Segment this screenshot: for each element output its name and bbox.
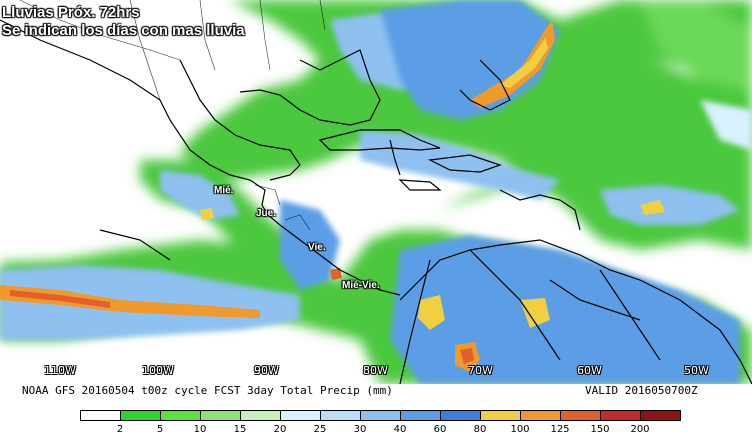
legend-tick-label: 20: [273, 424, 287, 435]
legend-swatch: [120, 410, 161, 421]
lon-label-50w: 50W: [684, 364, 709, 377]
legend-tick-label: 15: [233, 424, 247, 435]
legend-tick-label: 30: [353, 424, 367, 435]
legend-swatch: [520, 410, 561, 421]
legend-swatch: [320, 410, 361, 421]
lon-label-60w: 60W: [577, 364, 602, 377]
legend-swatch: [200, 410, 241, 421]
map-title-line1: Lluvias Próx. 72hrs: [2, 4, 140, 21]
model-info-text: NOAA GFS 20160504 t00z cycle FCST 3day T…: [22, 384, 393, 397]
legend-tick-label: 80: [473, 424, 487, 435]
legend-swatch: [240, 410, 281, 421]
legend-tick-label: 100: [510, 424, 530, 435]
lon-label-90w: 90W: [254, 364, 279, 377]
lon-label-100w: 100W: [142, 364, 174, 377]
legend-swatch: [480, 410, 521, 421]
legend-tick-label: 2: [116, 424, 124, 435]
legend-swatch: [280, 410, 321, 421]
day-label-fri: Vie.: [308, 242, 326, 253]
coastlines: [0, 19, 752, 384]
legend-swatch: [640, 410, 681, 421]
day-label-wed: Mié.: [214, 185, 234, 196]
day-label-thu: Jue.: [256, 208, 277, 219]
lon-label-80w: 80W: [363, 364, 388, 377]
map-canvas: [0, 0, 752, 384]
legend-tick-label: 125: [550, 424, 570, 435]
legend-tick-label: 40: [393, 424, 407, 435]
legend-tick-label: 200: [630, 424, 650, 435]
legend-tick-label: 60: [433, 424, 447, 435]
legend-swatch: [600, 410, 641, 421]
day-label-wed-fri: Mié-Vie.: [342, 280, 380, 291]
legend-swatch: [80, 410, 121, 421]
precip-legend: [0, 410, 752, 422]
legend-swatch: [400, 410, 441, 421]
map-title-line2: Se indican los días con mas lluvia: [2, 22, 245, 39]
legend-tick-label: 150: [590, 424, 610, 435]
rain-field-heavy: [0, 20, 665, 372]
legend-tick-label: 10: [193, 424, 207, 435]
legend-swatch: [160, 410, 201, 421]
legend-swatch: [360, 410, 401, 421]
lon-label-70w: 70W: [468, 364, 493, 377]
precip-legend-labels: 2 5 10 15 20 25 30 40 60 80 100 125 150 200: [0, 424, 752, 438]
borders: [19, 0, 326, 231]
legend-tick-label: 25: [313, 424, 327, 435]
precipitation-map: Lluvias Próx. 72hrs Se indican los días …: [0, 0, 752, 384]
lon-label-110w: 110W: [44, 364, 76, 377]
legend-tick-label: 5: [156, 424, 164, 435]
legend-swatch: [560, 410, 601, 421]
valid-time-text: VALID 2016050700Z: [585, 384, 698, 397]
legend-swatch: [440, 410, 481, 421]
model-info-bar: NOAA GFS 20160504 t00z cycle FCST 3day T…: [0, 384, 752, 398]
